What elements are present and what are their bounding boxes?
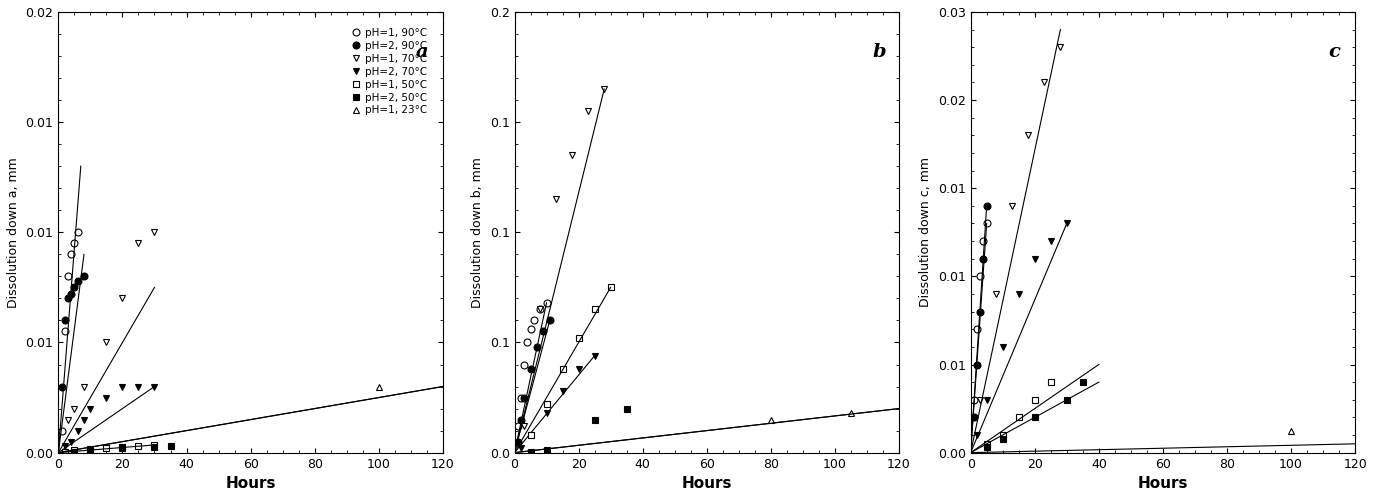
Legend: pH=1, 90°C, pH=2, 90°C, pH=1, 70°C, pH=2, 70°C, pH=1, 50°C, pH=2, 50°C, pH=1, 23: pH=1, 90°C, pH=2, 90°C, pH=1, 70°C, pH=2… xyxy=(346,24,431,120)
X-axis label: Hours: Hours xyxy=(682,476,732,491)
Y-axis label: Dissolution down a, mm: Dissolution down a, mm xyxy=(7,157,21,308)
Text: b: b xyxy=(872,43,886,61)
X-axis label: Hours: Hours xyxy=(225,476,276,491)
Text: c: c xyxy=(1329,43,1340,61)
Y-axis label: Dissolution down c, mm: Dissolution down c, mm xyxy=(919,157,932,307)
Text: a: a xyxy=(416,43,429,61)
X-axis label: Hours: Hours xyxy=(1138,476,1189,491)
Y-axis label: Dissolution down b, mm: Dissolution down b, mm xyxy=(471,157,484,308)
